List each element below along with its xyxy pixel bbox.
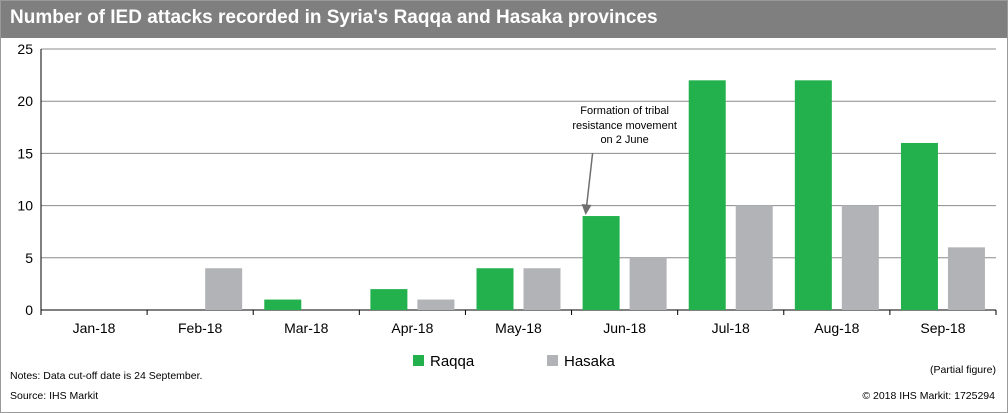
partial-figure-note: (Partial figure) bbox=[930, 364, 996, 376]
x-tick-label: Sep-18 bbox=[920, 320, 965, 336]
bar-hasaka bbox=[841, 205, 879, 310]
chart-title: Number of IED attacks recorded in Syria'… bbox=[10, 7, 658, 28]
y-tick-label: 0 bbox=[25, 302, 33, 318]
annotation-arrowhead bbox=[581, 204, 592, 215]
x-tick-label: Jun-18 bbox=[603, 320, 646, 336]
x-tick-label: Jul-18 bbox=[712, 320, 750, 336]
annotation-arrow-line bbox=[585, 152, 594, 207]
annotation-text: on 2 June bbox=[600, 134, 648, 146]
y-tick-label: 20 bbox=[17, 93, 33, 109]
bar-hasaka bbox=[947, 247, 985, 310]
x-tick-label: Jan-18 bbox=[73, 320, 116, 336]
bar-hasaka bbox=[629, 257, 667, 310]
y-tick-label: 15 bbox=[17, 145, 33, 161]
bar-raqqa bbox=[688, 80, 726, 310]
bar-raqqa bbox=[900, 142, 938, 310]
legend-label-raqqa: Raqqa bbox=[430, 353, 475, 370]
bar-raqqa bbox=[794, 80, 832, 310]
footer-notes: Notes: Data cut-off date is 24 September… bbox=[10, 370, 203, 382]
bar-hasaka bbox=[205, 268, 243, 310]
y-tick-label: 5 bbox=[25, 250, 33, 266]
legend-label-hasaka: Hasaka bbox=[564, 353, 616, 370]
x-tick-label: May-18 bbox=[495, 320, 542, 336]
bar-raqqa bbox=[476, 268, 514, 310]
x-tick-label: Feb-18 bbox=[178, 320, 223, 336]
legend-swatch-raqqa bbox=[413, 355, 424, 366]
footer-copyright: © 2018 IHS Markit: 1725294 bbox=[862, 390, 995, 402]
y-tick-label: 25 bbox=[17, 41, 33, 57]
bar-hasaka bbox=[523, 268, 561, 310]
bar-raqqa bbox=[264, 299, 302, 310]
bar-raqqa bbox=[582, 216, 620, 310]
x-tick-label: Mar-18 bbox=[284, 320, 329, 336]
footer-source: Source: IHS Markit bbox=[10, 390, 99, 402]
x-tick-label: Aug-18 bbox=[814, 320, 859, 336]
legend-swatch-hasaka bbox=[547, 355, 558, 366]
title-bar: Number of IED attacks recorded in Syria'… bbox=[1, 1, 1007, 38]
bar-hasaka bbox=[735, 205, 773, 310]
x-tick-label: Apr-18 bbox=[391, 320, 433, 336]
bar-hasaka bbox=[417, 299, 455, 310]
bar-raqqa bbox=[370, 289, 408, 310]
annotation-text: resistance movement bbox=[572, 120, 677, 132]
y-tick-label: 10 bbox=[17, 198, 33, 214]
annotation-text: Formation of tribal bbox=[580, 105, 669, 117]
